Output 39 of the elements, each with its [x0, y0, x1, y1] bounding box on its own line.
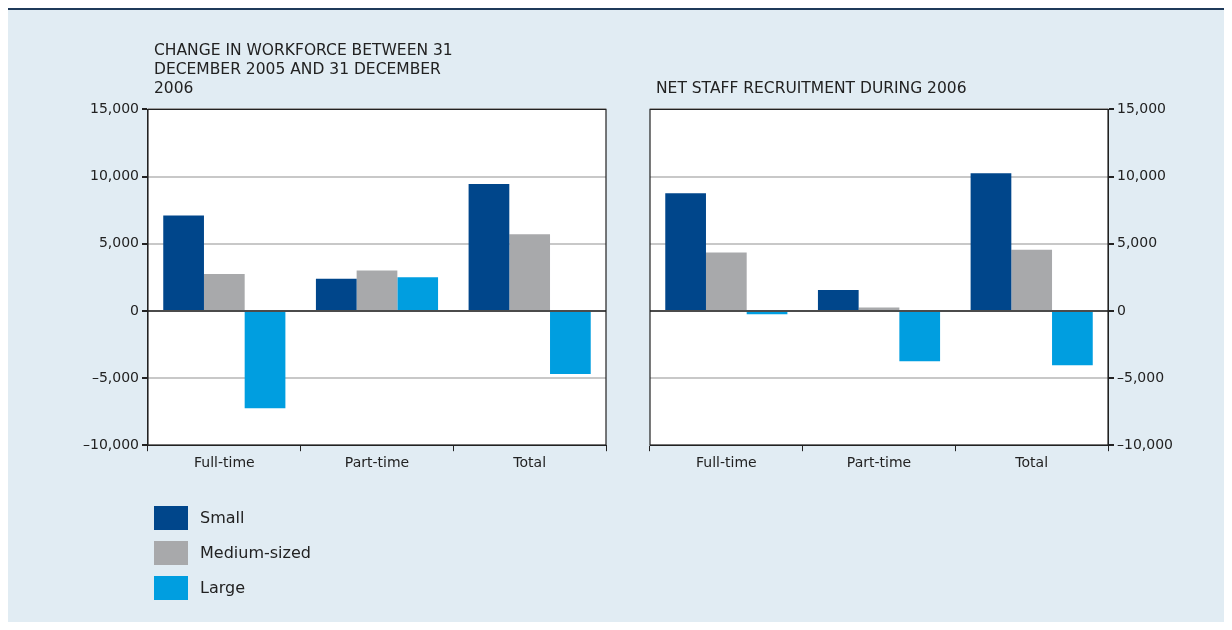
- x-tick-label: Total: [512, 454, 547, 471]
- bar: [817, 290, 859, 310]
- chart-title: NET STAFF RECRUITMENT DURING 2006: [655, 78, 968, 98]
- bar: [1011, 249, 1053, 310]
- bar: [665, 193, 706, 310]
- y-tick-label: 10,000: [89, 167, 139, 184]
- bar: [1052, 311, 1093, 366]
- x-tick-label: Full-time: [194, 454, 255, 471]
- x-tick-label: Part-time: [846, 454, 912, 471]
- legend-label: Medium-sized: [200, 543, 311, 562]
- y2-tick-label: 10,000: [1117, 167, 1167, 184]
- bar: [244, 311, 286, 409]
- legend-label: Large: [200, 578, 246, 597]
- bar: [509, 234, 551, 310]
- bar: [468, 183, 510, 310]
- y2-tick-label: 15,000: [1117, 100, 1167, 117]
- legend-label: Small: [200, 508, 245, 527]
- y2-tick-label: 5,000: [1117, 234, 1158, 251]
- y-tick-label: –5,000: [91, 368, 139, 385]
- y-tick-label: 5,000: [98, 234, 139, 251]
- bar: [356, 270, 398, 310]
- bar: [550, 311, 591, 375]
- bar: [163, 215, 204, 310]
- bar: [899, 311, 941, 362]
- bar: [203, 273, 245, 310]
- y2-tick-label: –5,000: [1117, 368, 1165, 385]
- chart-title: CHANGE IN WORKFORCE BETWEEN 31 DECEMBER 2005 AND 31 DECEMBER 2006: [153, 41, 454, 98]
- x-tick-label: Total: [1014, 454, 1049, 471]
- y-tick-label: –10,000: [82, 435, 139, 452]
- bar: [315, 278, 357, 310]
- x-tick-label: Part-time: [344, 454, 410, 471]
- bar: [705, 252, 747, 310]
- y2-tick-label: –10,000: [1117, 435, 1174, 452]
- bar: [970, 173, 1012, 310]
- x-tick-label: Full-time: [696, 454, 757, 471]
- y2-tick-label: 0: [1117, 301, 1126, 318]
- y-tick-label: 15,000: [89, 100, 139, 117]
- bar: [397, 277, 439, 310]
- y-tick-label: 0: [130, 301, 139, 318]
